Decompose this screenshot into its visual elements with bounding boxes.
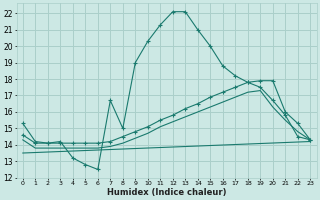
X-axis label: Humidex (Indice chaleur): Humidex (Indice chaleur) <box>107 188 226 197</box>
